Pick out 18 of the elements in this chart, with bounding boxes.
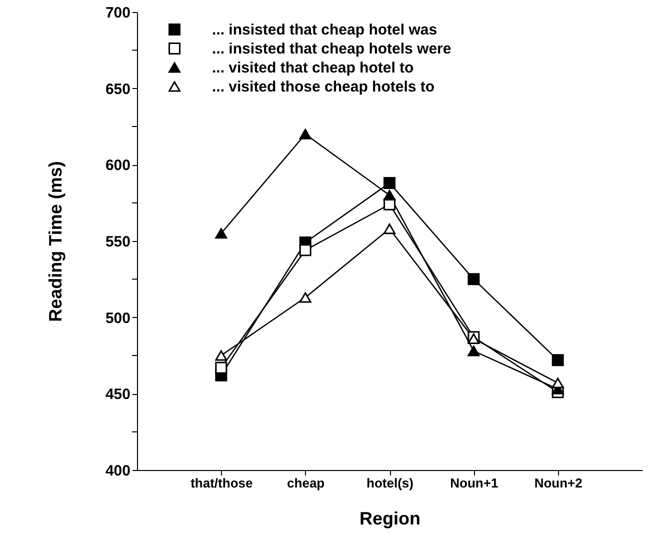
x-tick-label: hotel(s) — [366, 476, 414, 490]
y-tick-label: 700 — [105, 4, 130, 22]
y-tick-label: 450 — [105, 386, 130, 404]
x-tick-label: Noun+2 — [534, 476, 582, 490]
legend-label: ... visited those cheap hotels to — [212, 78, 435, 96]
y-tick-label: 650 — [105, 80, 130, 98]
y-tick-label: 400 — [105, 462, 130, 480]
x-tick-label: that/those — [190, 476, 253, 490]
y-tick-label: 600 — [105, 157, 130, 174]
legend-label: ... insisted that cheap hotels were — [212, 40, 452, 58]
x-tick-label: cheap — [287, 476, 325, 490]
y-tick-label: 500 — [105, 310, 130, 327]
y-tick-label: 550 — [105, 234, 130, 250]
y-axis-title: Reading Time (ms) — [45, 161, 66, 322]
legend-label: ... insisted that cheap hotel was — [212, 22, 438, 38]
legend-label: ... visited that cheap hotel to — [212, 60, 414, 76]
x-tick-label: Noun+1 — [450, 476, 498, 490]
x-axis-title: Region — [360, 508, 420, 528]
